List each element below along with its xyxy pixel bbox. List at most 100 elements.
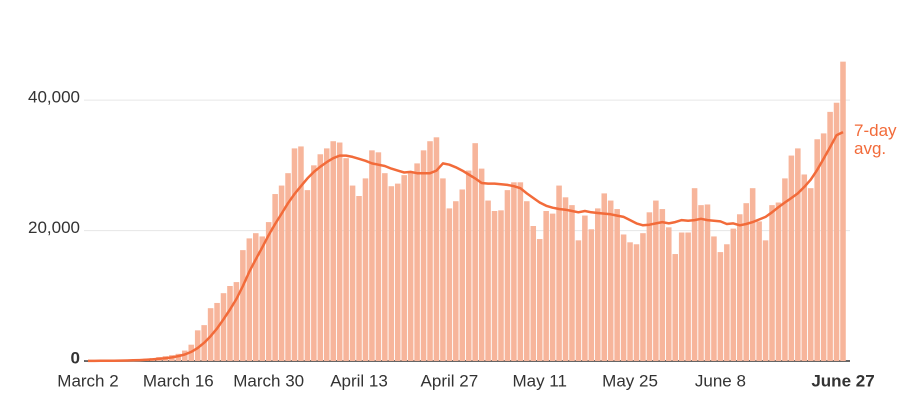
bar xyxy=(711,236,717,361)
bar xyxy=(246,238,253,361)
bar xyxy=(330,141,336,361)
bar xyxy=(511,182,517,361)
bar xyxy=(524,201,530,361)
x-tick-label: May 11 xyxy=(512,371,567,390)
bar xyxy=(253,233,259,361)
bar xyxy=(311,165,317,361)
bar xyxy=(298,146,304,361)
bar xyxy=(446,208,453,361)
bar xyxy=(414,163,420,361)
bar xyxy=(401,175,407,361)
bar xyxy=(607,200,614,361)
avg-line xyxy=(88,130,844,363)
bar xyxy=(827,111,833,361)
bar xyxy=(549,213,556,361)
bar xyxy=(543,211,549,361)
bar xyxy=(459,189,466,361)
bar xyxy=(595,208,601,361)
bar xyxy=(620,234,627,361)
bar xyxy=(588,229,595,361)
bar xyxy=(420,150,427,361)
x-tick-label: June 27 xyxy=(811,371,874,390)
bar xyxy=(807,188,814,361)
bar xyxy=(485,200,491,361)
bar xyxy=(349,185,356,361)
bar xyxy=(291,148,298,361)
bar xyxy=(259,236,266,361)
line-label: 7-day avg. xyxy=(854,121,897,158)
bar xyxy=(382,173,388,361)
bar xyxy=(323,148,330,361)
bar xyxy=(582,215,588,361)
bar xyxy=(698,205,704,361)
bar xyxy=(788,155,795,361)
bar xyxy=(795,148,801,361)
bar xyxy=(633,244,640,361)
bar xyxy=(530,226,537,361)
bar xyxy=(736,214,743,361)
bar xyxy=(782,178,788,361)
bar xyxy=(762,240,769,361)
x-tick-label: March 2 xyxy=(57,371,118,390)
bar xyxy=(730,228,737,361)
bar xyxy=(498,210,504,361)
bar xyxy=(227,286,233,361)
bar xyxy=(304,190,311,361)
bar xyxy=(653,200,659,361)
bar xyxy=(465,170,472,361)
bar xyxy=(704,204,711,361)
x-tick-label: April 13 xyxy=(330,371,388,390)
bar xyxy=(627,242,633,361)
bar xyxy=(369,150,375,361)
bar xyxy=(562,197,569,361)
bar xyxy=(536,239,543,361)
bar xyxy=(614,209,620,361)
bar xyxy=(343,158,349,361)
x-tick-label: April 27 xyxy=(421,371,479,390)
bar xyxy=(646,212,653,361)
x-tick-label: May 25 xyxy=(602,371,658,390)
bar xyxy=(556,185,562,361)
bar xyxy=(491,211,498,361)
bar xyxy=(820,133,827,361)
bar xyxy=(240,250,246,361)
bar xyxy=(278,185,285,361)
bar xyxy=(691,188,698,361)
bar xyxy=(801,174,808,361)
bar xyxy=(233,282,240,361)
bar xyxy=(743,203,749,361)
bar xyxy=(717,252,724,361)
bar xyxy=(427,141,433,361)
bar xyxy=(433,137,440,361)
bar xyxy=(678,232,685,361)
bar xyxy=(478,168,485,361)
bar xyxy=(336,142,343,361)
bar xyxy=(453,201,459,361)
bar xyxy=(601,193,608,361)
bar xyxy=(665,227,672,361)
x-tick-label: June 8 xyxy=(695,371,746,390)
bar xyxy=(575,240,582,361)
bar xyxy=(194,330,201,361)
y-tick-label: 0 xyxy=(71,348,80,367)
bar xyxy=(388,186,395,361)
x-tick-label: March 16 xyxy=(143,371,214,390)
bar xyxy=(504,190,511,361)
bar xyxy=(272,194,278,361)
bar xyxy=(672,254,678,361)
bar xyxy=(840,61,846,362)
bar xyxy=(362,178,369,361)
bar xyxy=(775,202,782,361)
bar xyxy=(659,209,666,361)
bar xyxy=(440,178,446,361)
x-tick-label: March 30 xyxy=(233,371,304,390)
y-tick-label: 40,000 xyxy=(28,88,80,107)
y-tick-label: 20,000 xyxy=(28,218,80,237)
bar xyxy=(569,205,575,361)
bar xyxy=(265,222,272,361)
bar xyxy=(220,293,227,361)
bar xyxy=(214,302,220,361)
bar xyxy=(640,233,646,361)
